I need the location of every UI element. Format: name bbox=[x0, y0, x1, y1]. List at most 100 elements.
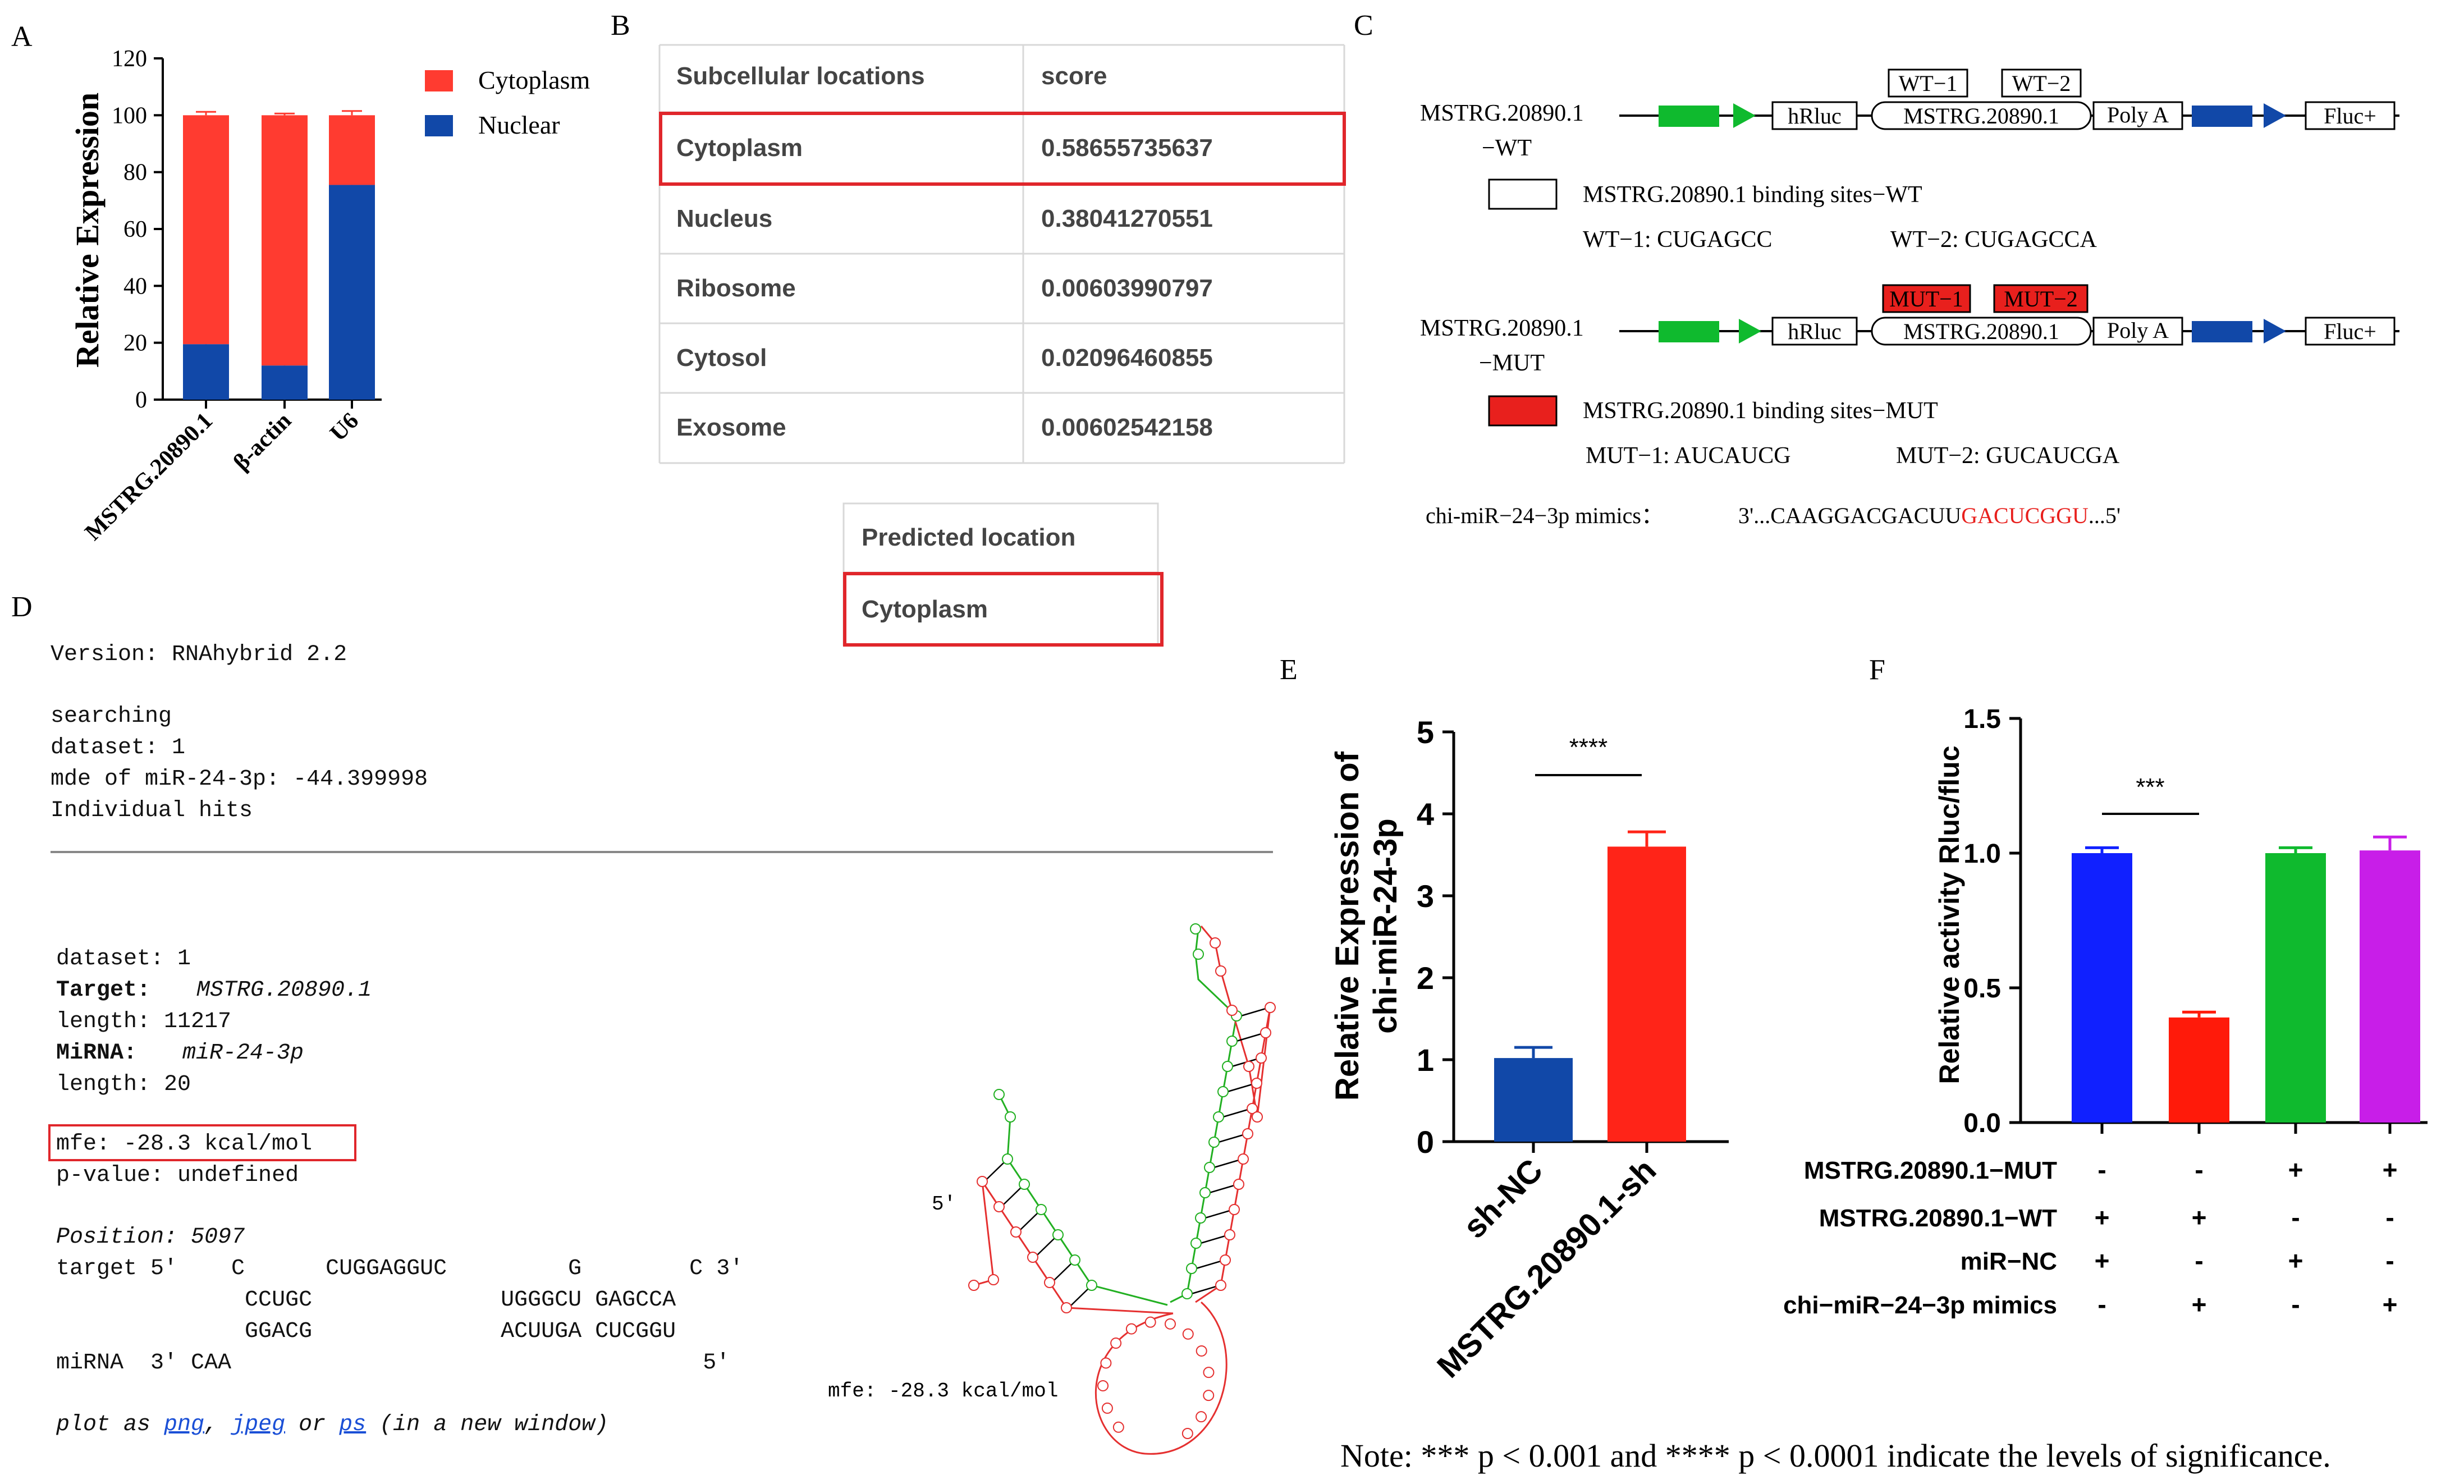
y-tick-label: 5 bbox=[1417, 714, 1434, 750]
png-link[interactable]: png bbox=[163, 1412, 204, 1437]
nucleotide bbox=[1215, 1280, 1226, 1291]
legend-swatch-cytoplasm bbox=[425, 70, 453, 91]
nucleotide bbox=[1195, 1212, 1206, 1224]
condition-sign: - bbox=[2385, 1203, 2394, 1232]
condition-sign: - bbox=[2291, 1203, 2300, 1232]
y-tick-label: 20 bbox=[123, 331, 147, 356]
y-tick-label: 40 bbox=[123, 273, 147, 299]
nucleotide bbox=[1144, 1316, 1156, 1328]
polya-label: Poly A bbox=[2107, 318, 2169, 343]
base-pair bbox=[1222, 1109, 1248, 1118]
panel-b: B Subcellular locations score Cytoplasm … bbox=[611, 10, 1346, 647]
y-tick-label: 0 bbox=[135, 387, 147, 413]
nucleotide bbox=[1110, 1338, 1122, 1349]
searching-text: searching bbox=[51, 704, 172, 729]
base-pair bbox=[1037, 1236, 1056, 1256]
panel-b-label: B bbox=[611, 10, 630, 42]
pvalue-text: p-value: undefined bbox=[56, 1163, 299, 1188]
base-pair bbox=[1191, 1285, 1217, 1295]
panel-d: D Version: RNAhybrid 2.2 searching datas… bbox=[11, 591, 1276, 1455]
table-cell: 0.38041270551 bbox=[1041, 205, 1213, 232]
nucleotide bbox=[1086, 1280, 1097, 1291]
table-cell: Ribosome bbox=[676, 274, 796, 302]
bar bbox=[2169, 1017, 2229, 1123]
panel-c: C MSTRG.20890.1 −WT hRluc MSTRG.20890.1 … bbox=[1354, 10, 2399, 528]
dataset-text: dataset: 1 bbox=[56, 946, 191, 972]
nucleotide bbox=[1247, 1103, 1258, 1114]
mut2-site: MUT−2 bbox=[2004, 286, 2077, 312]
nucleotide bbox=[1181, 1427, 1193, 1439]
nucleotide bbox=[1226, 1036, 1238, 1047]
base-pair bbox=[1209, 1184, 1235, 1194]
fluc-promoter-block bbox=[2192, 106, 2252, 127]
nucleotide bbox=[1186, 1263, 1197, 1274]
predicted-value: Cytoplasm bbox=[862, 596, 988, 623]
y-tick-label: 2 bbox=[1417, 960, 1434, 996]
nucleotide bbox=[1220, 1254, 1231, 1266]
mut-construct-map: hRluc MSTRG.20890.1 MUT−1 MUT−2 Poly A F… bbox=[1619, 284, 2399, 346]
alignment-line-3: GGACG ACUUGA CUCGGU bbox=[56, 1319, 676, 1344]
y-tick-label: 0.5 bbox=[1963, 974, 2001, 1004]
bar bbox=[2072, 853, 2132, 1123]
ps-link[interactable]: ps bbox=[338, 1412, 366, 1437]
target-alignment: target 5' C CUGGAGGUC G C 3' bbox=[56, 1256, 743, 1281]
target-key: Target: bbox=[56, 978, 150, 1003]
gene-label: MSTRG.20890.1 bbox=[1903, 319, 2059, 344]
base-pair bbox=[1196, 1260, 1221, 1270]
nucleotide bbox=[1182, 1328, 1194, 1340]
nucleotide bbox=[1226, 1005, 1238, 1016]
nucleotide bbox=[1213, 1111, 1224, 1123]
bar-cytoplasm bbox=[262, 115, 308, 366]
chart-a-ylabel: Relative Expression bbox=[69, 93, 106, 368]
mut2-sequence: MUT−2: GUCAUCGA bbox=[1896, 443, 2120, 469]
wt-legend-swatch bbox=[1488, 178, 1558, 210]
x-tick-label: U6 bbox=[325, 408, 364, 447]
condition-sign: + bbox=[2383, 1290, 2398, 1319]
condition-sign: - bbox=[2097, 1155, 2106, 1184]
nucleotide bbox=[1243, 1061, 1254, 1072]
nucleotide bbox=[1190, 1238, 1202, 1249]
panel-a: A Relative Expression 0 20 40 60 80 100 120 MS… bbox=[11, 21, 590, 546]
wt-construct-map: hRluc MSTRG.20890.1 WT−1 WT−2 Poly A Flu… bbox=[1619, 68, 2399, 130]
hrluc-label: hRluc bbox=[1788, 103, 1842, 129]
base-pair bbox=[1231, 1058, 1257, 1068]
y-tick-label: 4 bbox=[1417, 796, 1434, 832]
length-mirna: length: 20 bbox=[56, 1072, 191, 1097]
y-tick-label: 1 bbox=[1417, 1042, 1434, 1078]
jpeg-link[interactable]: jpeg bbox=[230, 1412, 285, 1437]
nucleotide bbox=[1097, 1380, 1109, 1391]
polya-label: Poly A bbox=[2107, 102, 2169, 127]
x-tick-label: sh-NC bbox=[1456, 1152, 1550, 1245]
condition-label: MSTRG.20890.1−MUT bbox=[1804, 1157, 2057, 1184]
table-cell: 0.58655735637 bbox=[1041, 134, 1213, 162]
bar-nuclear bbox=[262, 365, 308, 400]
condition-sign: + bbox=[2095, 1246, 2110, 1275]
base-pair bbox=[1070, 1287, 1090, 1306]
fluc-label: Fluc+ bbox=[2324, 103, 2376, 129]
condition-sign: + bbox=[2192, 1290, 2207, 1319]
nucleotide bbox=[993, 1201, 1005, 1212]
wt-construct-name: MSTRG.20890.1 bbox=[1420, 100, 1584, 126]
bar bbox=[1494, 1058, 1573, 1142]
nucleotide bbox=[1101, 1402, 1113, 1414]
condition-sign: - bbox=[2097, 1290, 2106, 1319]
nucleotide bbox=[1181, 1288, 1193, 1299]
base-pair bbox=[1003, 1186, 1023, 1205]
arrow-icon bbox=[1733, 103, 1756, 128]
base-pair bbox=[1020, 1211, 1039, 1230]
gene-label: MSTRG.20890.1 bbox=[1903, 103, 2059, 129]
nucleotide bbox=[1005, 1111, 1016, 1123]
x-tick-label: MSTRG.20890.1-sh bbox=[1430, 1152, 1663, 1385]
highlight-box-cytoplasm-row bbox=[659, 112, 1346, 186]
base-pair bbox=[1213, 1159, 1239, 1169]
nucleotide bbox=[1190, 923, 1201, 935]
nucleotide bbox=[1069, 1254, 1080, 1266]
condition-label: chi−miR−24−3p mimics bbox=[1783, 1291, 2057, 1319]
nucleotide bbox=[1265, 1002, 1276, 1013]
base-pair bbox=[1200, 1235, 1226, 1244]
panel-d-label: D bbox=[11, 591, 33, 623]
wt-legend-label: MSTRG.20890.1 binding sites−WT bbox=[1583, 182, 1922, 208]
individual-hits: Individual hits bbox=[51, 798, 253, 823]
alignment-line-2: CCUGC UGGGCU GAGCCA bbox=[56, 1288, 676, 1313]
legend-label-cytoplasm: Cytoplasm bbox=[478, 66, 590, 94]
